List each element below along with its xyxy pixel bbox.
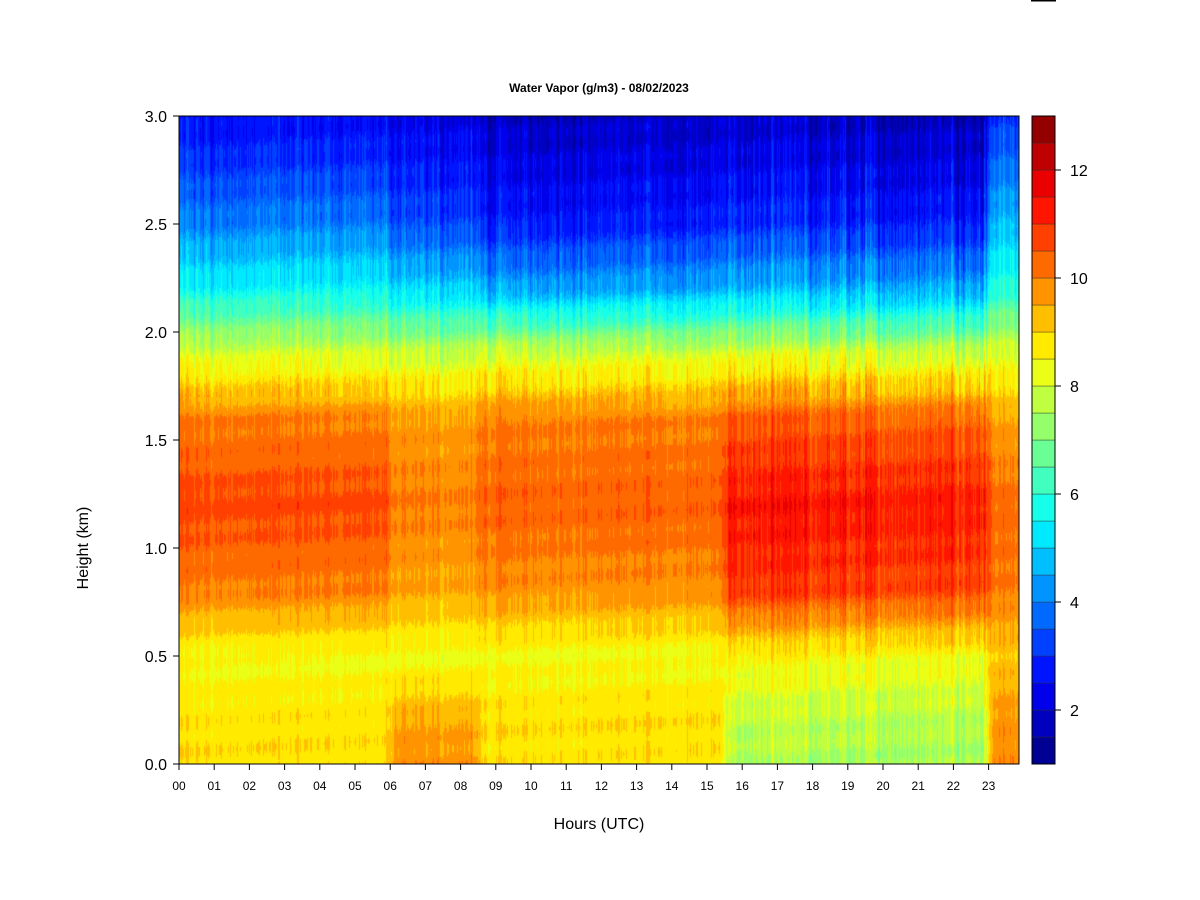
x-tick-label: 13 xyxy=(630,779,644,793)
colorbar-level xyxy=(1031,169,1056,198)
colorbar-level xyxy=(1031,358,1056,387)
colorbar-level xyxy=(1031,331,1056,360)
x-tick-label: 06 xyxy=(384,779,398,793)
colorbar-level xyxy=(1031,574,1056,603)
y-tick-label: 2.5 xyxy=(145,217,167,234)
colorbar-level xyxy=(1031,196,1056,225)
x-tick-label: 15 xyxy=(700,779,714,793)
colorbar-frame xyxy=(1031,115,1056,765)
x-tick-label: 00 xyxy=(172,779,186,793)
chart-title: Water Vapor (g/m3) - 08/02/2023 xyxy=(509,81,689,95)
colorbar-level xyxy=(1031,439,1056,468)
x-axis-ticks: 00 01 02 03 04 05 06 07 08 09 10 11 12 13 14 15 16 17 18 19… xyxy=(172,764,996,793)
x-tick-label: 19 xyxy=(841,779,855,793)
x-tick-label: 03 xyxy=(278,779,292,793)
colorbar-level xyxy=(1031,493,1056,522)
colorbar-level xyxy=(1031,304,1056,333)
heatmap-image xyxy=(179,116,1019,764)
x-tick-label: 17 xyxy=(771,779,785,793)
y-tick-label: 2.0 xyxy=(145,325,167,342)
y-tick-label: 1.5 xyxy=(145,433,167,450)
y-axis-title: Height (km) xyxy=(75,507,92,590)
x-tick-label: 04 xyxy=(313,779,327,793)
y-tick-label: 3.0 xyxy=(145,109,167,126)
colorbar-level xyxy=(1031,682,1056,711)
colorbar-level xyxy=(1031,709,1056,738)
colorbar-tick-label: 10 xyxy=(1070,271,1088,288)
colorbar-level xyxy=(1031,655,1056,684)
x-tick-label: 22 xyxy=(947,779,961,793)
colorbar-tick-label: 6 xyxy=(1070,487,1079,504)
x-tick-label: 11 xyxy=(560,779,573,793)
x-tick-label: 07 xyxy=(419,779,433,793)
colorbar-level xyxy=(1031,601,1056,630)
y-axis-ticks: 0.0 0.5 1.0 1.5 2.0 2.5 3.0 xyxy=(145,109,179,774)
colorbar-ticks: 2 4 6 8 10 12 xyxy=(1055,163,1088,720)
colorbar-level xyxy=(1031,736,1056,765)
heatmap-plot-area xyxy=(178,115,1020,765)
x-tick-label: 01 xyxy=(208,779,222,793)
colorbar-level xyxy=(1031,277,1056,306)
colorbar-level xyxy=(1031,250,1056,279)
colorbar-level xyxy=(1031,142,1056,171)
colorbar-level xyxy=(1031,466,1056,495)
colorbar-level xyxy=(1031,385,1056,414)
y-tick-label: 0.5 xyxy=(145,649,167,666)
x-tick-label: 09 xyxy=(489,779,503,793)
colorbar-level xyxy=(1031,520,1056,549)
colorbar-tick-label: 2 xyxy=(1070,703,1079,720)
x-tick-label: 05 xyxy=(348,779,362,793)
x-tick-label: 20 xyxy=(876,779,890,793)
x-tick-label: 14 xyxy=(665,779,679,793)
colorbar-level xyxy=(1031,223,1056,252)
y-tick-label: 1.0 xyxy=(145,541,167,558)
x-tick-label: 18 xyxy=(806,779,820,793)
x-tick-label: 21 xyxy=(912,779,926,793)
x-tick-label: 23 xyxy=(982,779,996,793)
colorbar xyxy=(1031,115,1056,765)
x-tick-label: 12 xyxy=(595,779,609,793)
colorbar-level xyxy=(1031,628,1056,657)
colorbar-tick-label: 12 xyxy=(1070,163,1088,180)
x-tick-label: 08 xyxy=(454,779,468,793)
colorbar-tick-label: 4 xyxy=(1070,595,1079,612)
x-tick-label: 02 xyxy=(243,779,257,793)
x-tick-label: 10 xyxy=(524,779,538,793)
y-tick-label: 0.0 xyxy=(145,757,167,774)
colorbar-level xyxy=(1031,547,1056,576)
colorbar-level xyxy=(1031,115,1056,144)
colorbar-tick-label: 8 xyxy=(1070,379,1079,396)
colorbar-level xyxy=(1031,412,1056,441)
x-axis-title: Hours (UTC) xyxy=(554,816,645,833)
corner-mark xyxy=(1031,0,1056,2)
x-tick-label: 16 xyxy=(736,779,750,793)
